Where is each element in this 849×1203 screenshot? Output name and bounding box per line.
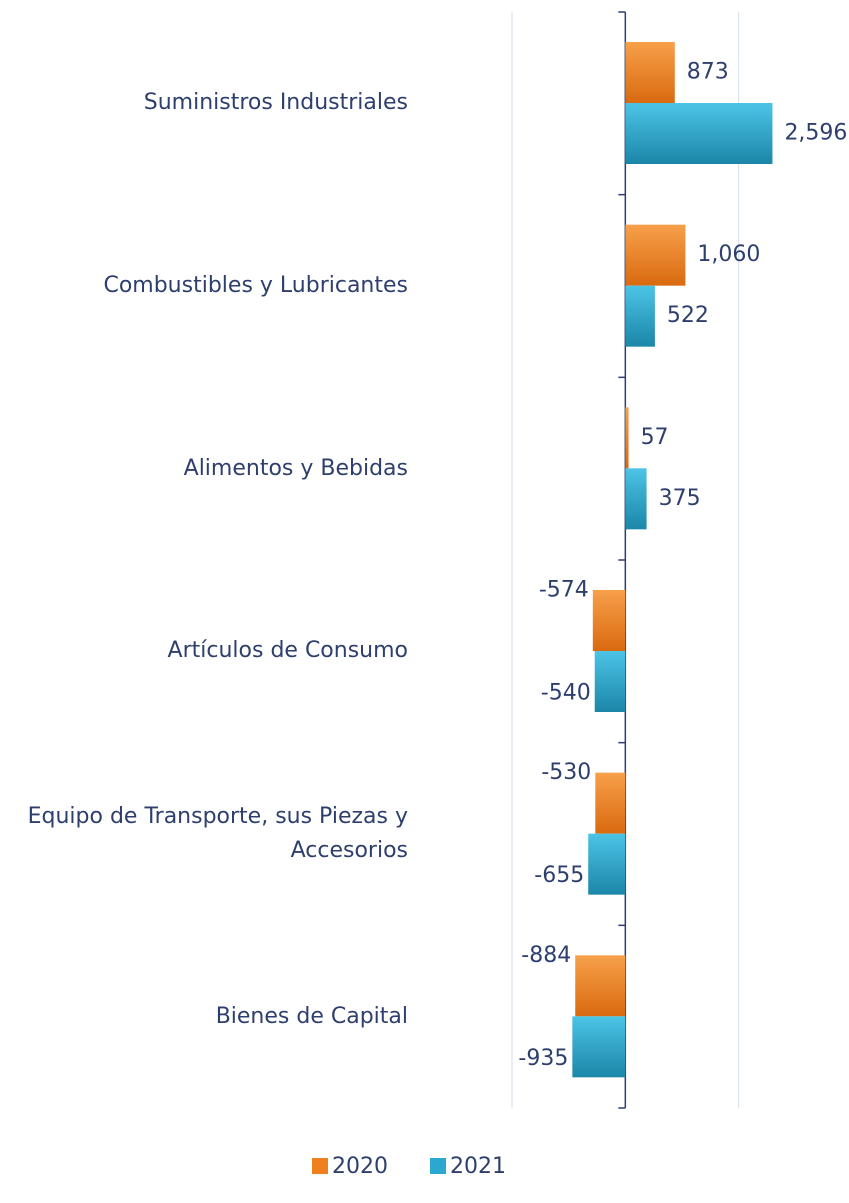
value-label: -574 [539,578,589,603]
value-label: 375 [659,486,701,511]
bar [588,833,626,895]
bar [625,407,629,469]
bar [625,285,655,347]
category-label: Equipo de Transporte, sus Piezas y Acces… [27,804,408,863]
bar [572,1016,626,1078]
value-label: 873 [687,60,729,85]
value-label: -540 [541,681,591,706]
bar [592,590,626,651]
category-label: Bienes de Capital [215,1003,408,1029]
value-label: 2,596 [784,121,847,146]
value-label: -935 [518,1046,568,1071]
legend-swatch [312,1158,328,1174]
legend-label: 2021 [450,1154,506,1179]
value-label: -655 [534,863,584,888]
bar [594,651,626,712]
category-label: Suministros Industriales [143,90,408,116]
legend-label: 2020 [332,1154,388,1179]
value-label: -884 [521,943,571,968]
value-label: 57 [641,425,669,450]
bar [625,224,686,286]
value-label: -530 [541,760,591,785]
category-label: Artículos de Consumo [167,638,408,664]
category-label: Alimentos y Bebidas [183,455,408,481]
bar [625,103,773,164]
bar [625,42,675,103]
bar [575,955,626,1017]
legend-swatch [430,1158,446,1174]
bar [595,772,626,834]
bar [625,468,647,530]
category-label: Combustibles y Lubricantes [103,273,408,298]
value-label: 522 [667,303,709,328]
value-label: 1,060 [697,242,760,267]
